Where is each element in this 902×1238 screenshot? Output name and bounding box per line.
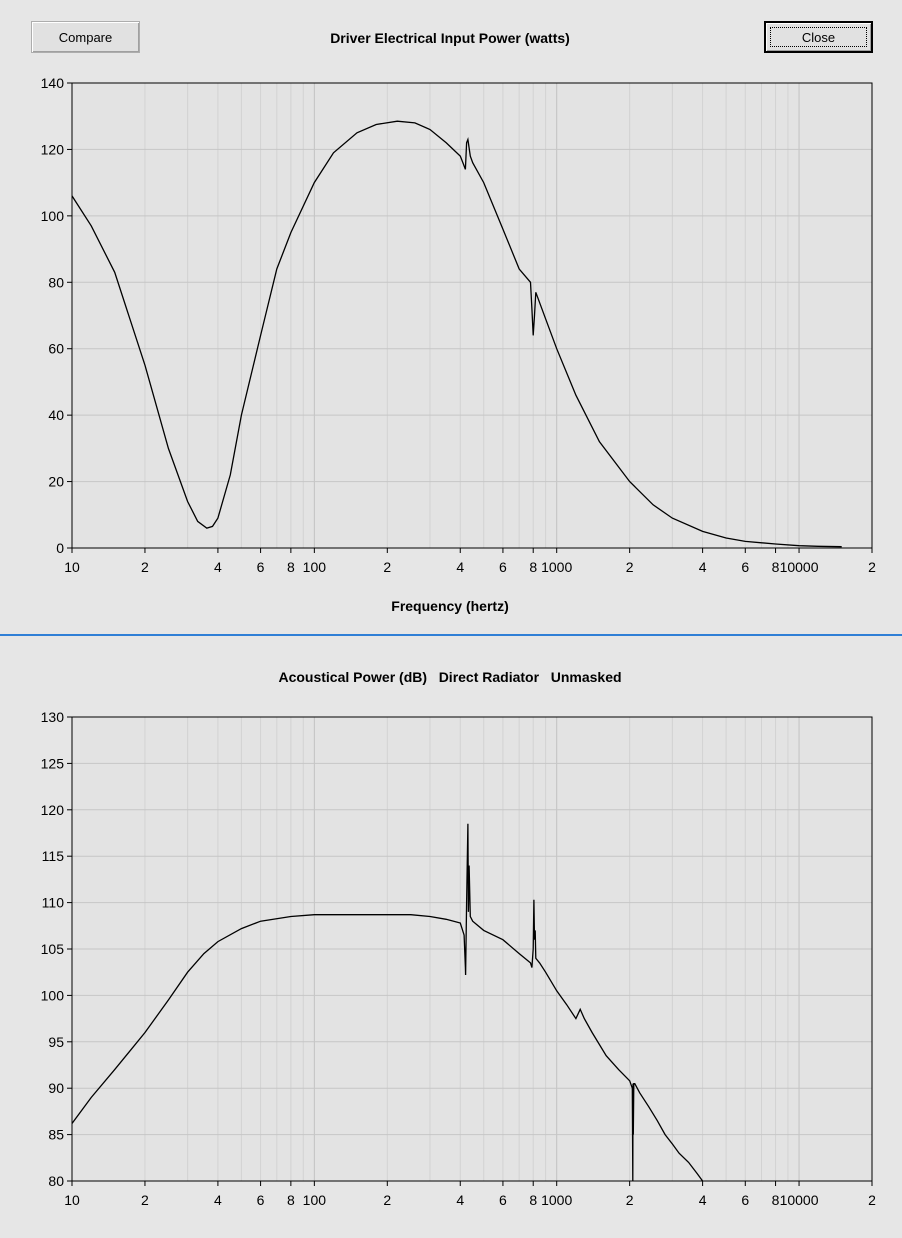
x-tick-label: 10000 (780, 1192, 819, 1208)
x-tick-label: 4 (214, 559, 222, 575)
y-tick-label: 80 (48, 274, 64, 290)
x-tick-label: 100 (303, 559, 327, 575)
y-tick-label: 130 (41, 709, 65, 725)
y-tick-label: 40 (48, 407, 64, 423)
y-tick-label: 125 (41, 755, 65, 771)
y-tick-label: 110 (42, 895, 65, 911)
x-tick-label: 2 (626, 1192, 634, 1208)
y-tick-label: 80 (48, 1173, 64, 1189)
x-tick-label: 8 (529, 1192, 537, 1208)
x-tick-label: 100 (303, 1192, 327, 1208)
plot-area (72, 83, 872, 548)
x-tick-label: 6 (499, 1192, 507, 1208)
y-tick-label: 100 (41, 208, 65, 224)
compare-button[interactable]: Compare (31, 21, 140, 53)
x-tick-label: 2 (868, 1192, 876, 1208)
y-tick-label: 120 (41, 802, 65, 818)
x-tick-label: 6 (741, 559, 749, 575)
x-tick-label: 4 (456, 1192, 464, 1208)
x-tick-label: 8 (287, 559, 295, 575)
x-tick-label: 2 (141, 559, 149, 575)
x-tick-label: 2 (141, 1192, 149, 1208)
y-tick-label: 90 (48, 1080, 64, 1096)
y-tick-label: 85 (48, 1127, 64, 1143)
x-tick-label: 6 (499, 559, 507, 575)
x-tick-label: 8 (287, 1192, 295, 1208)
plot-frame (71, 82, 873, 549)
x-tick-label: 2 (383, 559, 391, 575)
y-tick-label: 140 (41, 75, 65, 91)
x-tick-label: 6 (257, 1192, 265, 1208)
y-tick-label: 20 (48, 474, 64, 490)
x-tick-label: 8 (772, 1192, 780, 1208)
y-tick-label: 95 (48, 1034, 64, 1050)
y-tick-label: 115 (42, 848, 65, 864)
x-tick-label: 2 (868, 559, 876, 575)
x-tick-label: 10 (64, 559, 80, 575)
close-button-label: Close (801, 29, 836, 45)
x-tick-label: 1000 (541, 559, 572, 575)
y-tick-label: 120 (41, 141, 65, 157)
x-tick-label: 4 (699, 559, 707, 575)
x-tick-label: 4 (699, 1192, 707, 1208)
data-series-line (72, 120, 842, 548)
y-tick-label: 105 (41, 941, 65, 957)
x-tick-label: 2 (626, 559, 634, 575)
plot-frame (71, 716, 873, 1182)
x-tick-label: 6 (257, 559, 265, 575)
x-tick-label: 4 (456, 559, 464, 575)
chart-title: Driver Electrical Input Power (watts) (330, 30, 570, 46)
y-tick-label: 0 (56, 540, 64, 556)
top-chart-panel: Compare Close Driver Electrical Input Po… (31, 21, 877, 614)
x-tick-label: 4 (214, 1192, 222, 1208)
acoustical-power-chart: 80 85 90 95 100 105 110 115 120 125 130 10 2 4 6 8 100 2 4… (41, 709, 876, 1208)
x-tick-label: 2 (383, 1192, 391, 1208)
x-tick-label: 10000 (780, 559, 819, 575)
bottom-chart-panel: Acoustical Power (dB) Direct Radiator Un… (0, 636, 902, 1238)
y-tick-label: 100 (41, 987, 65, 1003)
y-tick-label: 60 (48, 341, 64, 357)
pane-divider[interactable] (0, 634, 902, 636)
x-axis-label: Frequency (hertz) (391, 598, 509, 614)
x-tick-label: 10 (64, 1192, 80, 1208)
x-tick-label: 8 (529, 559, 537, 575)
chart-title: Acoustical Power (dB) Direct Radiator Un… (278, 669, 622, 685)
x-tick-label: 8 (772, 559, 780, 575)
compare-button-label: Compare (58, 29, 113, 45)
data-series-line (72, 823, 704, 1181)
x-tick-label: 1000 (541, 1192, 572, 1208)
x-tick-label: 6 (741, 1192, 749, 1208)
